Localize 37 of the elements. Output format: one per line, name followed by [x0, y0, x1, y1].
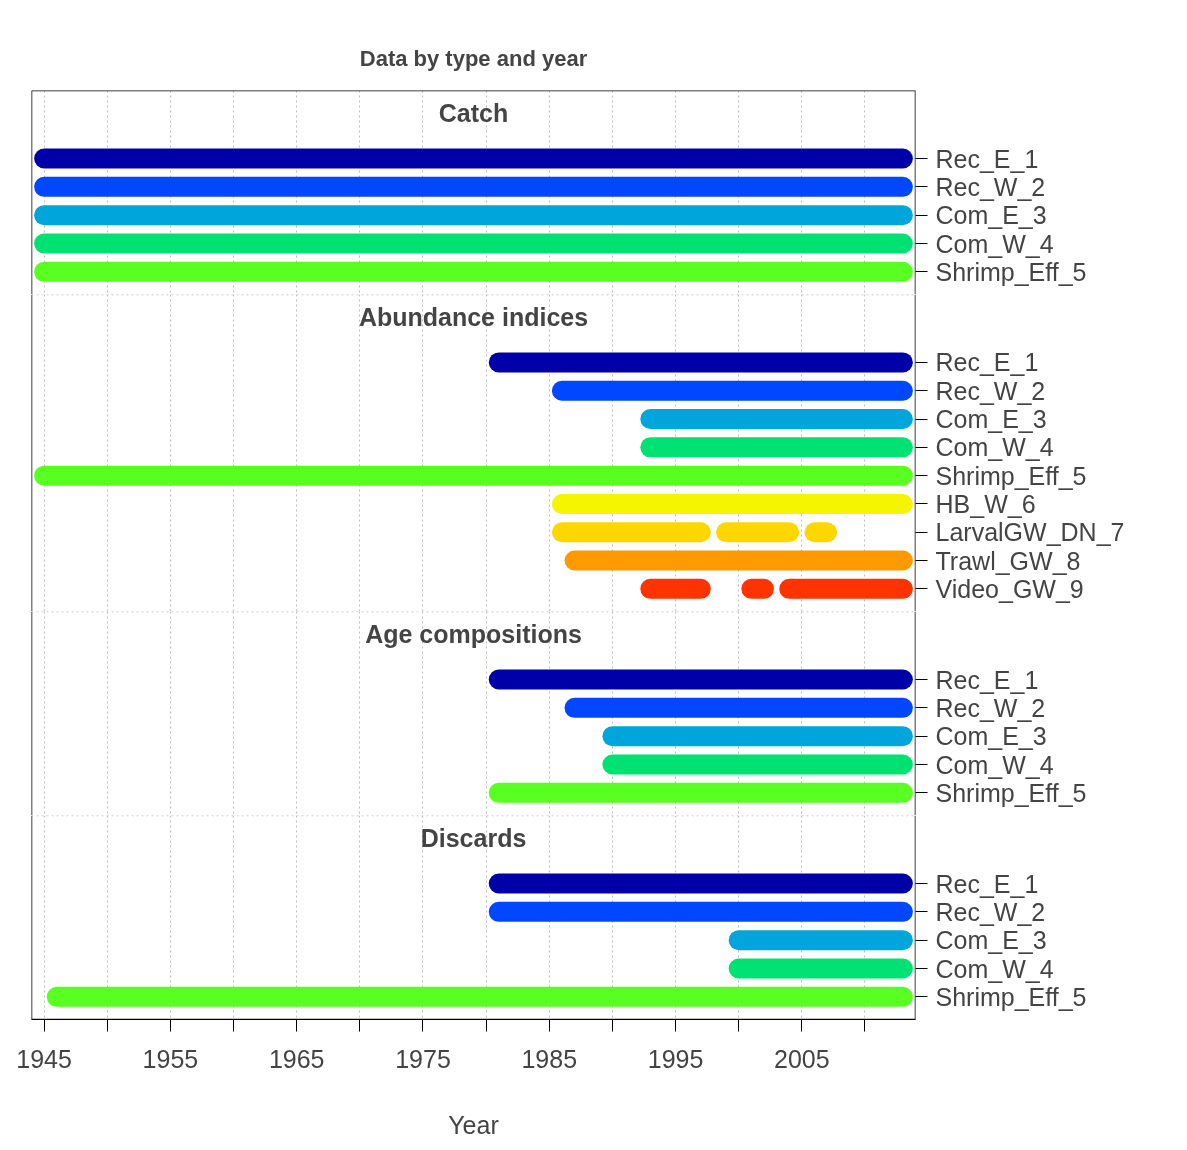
y-tick-label: Rec_W_2	[935, 376, 1046, 405]
y-tick-label: Shrimp_Eff_5	[935, 778, 1087, 807]
chart-subtitle: Abundance indices	[358, 303, 589, 332]
y-tick-label: Rec_E_1	[935, 869, 1039, 898]
chart-subtitle: Age compositions	[365, 620, 582, 649]
y-tick-label: Com_W_4	[935, 433, 1054, 462]
y-tick-label: Trawl_GW_8	[935, 546, 1081, 575]
x-tick-label: 2005	[774, 1044, 830, 1073]
x-tick-label: 1965	[268, 1044, 325, 1073]
x-tick-label: 1945	[16, 1044, 72, 1073]
y-tick-label: HB_W_6	[935, 489, 1036, 518]
x-tick-label: 1995	[647, 1044, 704, 1073]
y-tick-label: Shrimp_Eff_5	[935, 257, 1087, 286]
y-tick-label: Com_E_3	[935, 405, 1047, 434]
y-tick-label: Shrimp_Eff_5	[935, 982, 1087, 1011]
y-tick-label: Rec_W_2	[935, 172, 1046, 201]
x-tick-label: 1985	[521, 1044, 578, 1073]
y-tick-label: Com_W_4	[935, 229, 1054, 258]
y-tick-label: Video_GW_9	[935, 574, 1084, 603]
y-tick-label: Com_E_3	[935, 722, 1047, 751]
y-tick-label: Com_W_4	[935, 750, 1054, 779]
chart-subtitle: Catch	[438, 99, 509, 128]
y-tick-label: Com_W_4	[935, 954, 1054, 983]
y-tick-label: Com_E_3	[935, 201, 1047, 230]
x-tick-label: 1975	[395, 1044, 451, 1073]
chart-subtitle: Discards	[420, 824, 527, 853]
y-tick-label: Shrimp_Eff_5	[935, 461, 1087, 490]
x-axis-title: Year	[448, 1110, 499, 1139]
chart-title: Data by type and year	[359, 45, 588, 71]
x-tick-label: 1955	[142, 1044, 199, 1073]
y-tick-label: Rec_E_1	[935, 665, 1039, 694]
y-tick-label: Rec_E_1	[935, 144, 1039, 173]
y-tick-label: Com_E_3	[935, 926, 1047, 955]
y-tick-label: Rec_E_1	[935, 348, 1039, 377]
y-tick-label: Rec_W_2	[935, 897, 1046, 926]
y-tick-label: LarvalGW_DN_7	[935, 518, 1125, 547]
y-tick-label: Rec_W_2	[935, 693, 1046, 722]
